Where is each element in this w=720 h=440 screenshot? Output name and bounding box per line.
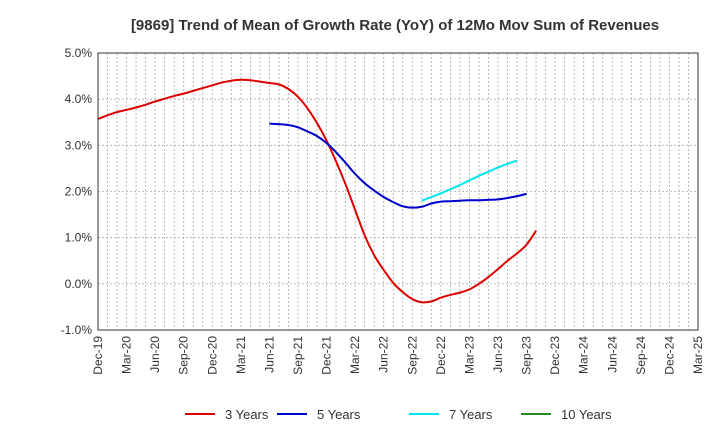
x-tick-label: Jun-21 xyxy=(262,336,276,373)
series-lines xyxy=(97,78,537,304)
x-tick-label: Mar-25 xyxy=(691,336,705,374)
y-axis: -1.0% 0.0% 1.0% 2.0% 3.0% 4.0% 5.0% xyxy=(61,46,93,337)
x-tick-label: Mar-24 xyxy=(577,336,591,374)
x-tick-label: Jun-23 xyxy=(491,336,505,373)
y-tick-label: 5.0% xyxy=(65,46,93,60)
x-tick-label: Sep-24 xyxy=(634,336,648,375)
legend-item-3-years: 3 Years xyxy=(185,407,269,422)
x-tick-label: Dec-21 xyxy=(320,336,334,375)
x-tick-label: Jun-24 xyxy=(605,336,619,373)
x-axis: Dec-19 Mar-20 Jun-20 Sep-20 Dec-20 Mar-21 Jun-… xyxy=(91,336,705,375)
x-tick-label: Sep-23 xyxy=(520,336,534,375)
x-tick-label: Jun-20 xyxy=(148,336,162,373)
y-tick-label: 2.0% xyxy=(65,185,93,199)
grid xyxy=(98,53,698,330)
series-line-3-years xyxy=(97,78,537,304)
y-tick-label: 4.0% xyxy=(65,92,93,106)
x-tick-label: Mar-20 xyxy=(120,336,134,374)
x-tick-label: Jun-22 xyxy=(377,336,391,373)
x-tick-label: Mar-21 xyxy=(234,336,248,374)
x-tick-label: Dec-19 xyxy=(91,336,105,375)
legend-item-7-years: 7 Years xyxy=(409,407,493,422)
legend: 3 Years 5 Years 7 Years 10 Years xyxy=(185,407,612,422)
x-tick-label: Dec-24 xyxy=(662,336,676,375)
x-tick-label: Mar-22 xyxy=(348,336,362,374)
series-line-7-years xyxy=(421,159,518,202)
legend-item-10-years: 10 Years xyxy=(521,407,612,422)
chart-title: [9869] Trend of Mean of Growth Rate (YoY… xyxy=(131,17,659,34)
y-tick-label: 0.0% xyxy=(65,277,93,291)
x-tick-label: Dec-22 xyxy=(434,336,448,375)
x-tick-label: Sep-22 xyxy=(405,336,419,375)
y-tick-label: 3.0% xyxy=(65,138,93,152)
plot-frame xyxy=(97,52,699,331)
series-line-5-years xyxy=(269,122,527,209)
legend-label: 7 Years xyxy=(449,407,493,422)
x-tick-label: Sep-20 xyxy=(177,336,191,375)
y-tick-label: 1.0% xyxy=(65,231,93,245)
x-tick-label: Dec-23 xyxy=(548,336,562,375)
x-tick-label: Sep-21 xyxy=(291,336,305,375)
legend-label: 10 Years xyxy=(561,407,612,422)
x-tick-label: Dec-20 xyxy=(205,336,219,375)
y-tick-label: -1.0% xyxy=(61,323,93,337)
legend-label: 5 Years xyxy=(317,407,361,422)
x-tick-label: Mar-23 xyxy=(462,336,476,374)
legend-label: 3 Years xyxy=(225,407,269,422)
legend-item-5-years: 5 Years xyxy=(277,407,361,422)
